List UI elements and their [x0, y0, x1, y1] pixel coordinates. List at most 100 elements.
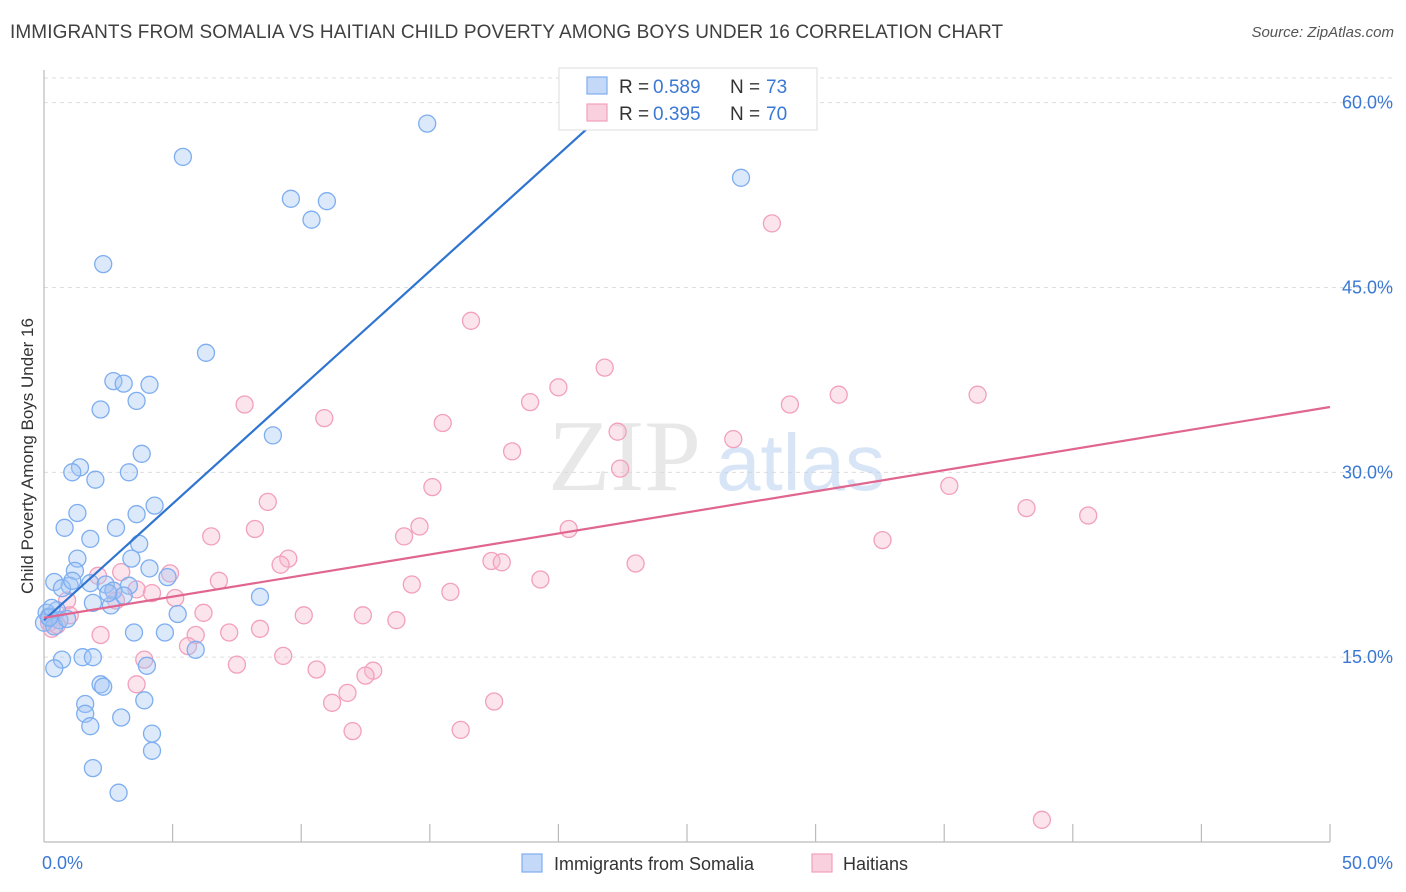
legend: R = 0.589 N = 73 R = 0.395 N = 70 [558, 67, 818, 131]
somalia-point [83, 593, 103, 613]
haitian-point [227, 655, 247, 674]
legend-r-value-haitians: 0.395 [653, 104, 701, 125]
somalia-point [317, 192, 337, 211]
y-tick-label: 45.0% [1342, 277, 1393, 297]
haitian-point [433, 413, 452, 433]
somalia-point [81, 717, 100, 736]
legend-n-value-somalia: 73 [766, 77, 787, 98]
haitian-trend-line [43, 405, 1331, 619]
haitian-point [274, 646, 293, 666]
legend-r-value-somalia: 0.589 [653, 77, 701, 98]
haitian-point [91, 625, 110, 645]
haitian-point [307, 660, 326, 679]
legend-n-label-somalia: N = [730, 77, 760, 98]
haitian-point [245, 519, 265, 539]
legend-swatch-haitians [586, 103, 608, 122]
axes [43, 70, 1331, 843]
somalia-point [55, 518, 74, 537]
somalia-point [94, 254, 113, 274]
y-axis-label: Child Poverty Among Boys Under 16 [18, 318, 37, 594]
somalia-point [81, 529, 100, 549]
somalia-point [45, 659, 64, 678]
haitian-point [608, 422, 627, 441]
somalia-point [91, 675, 110, 694]
haitian-point [112, 562, 131, 582]
haitian-point [520, 392, 540, 412]
somalia-point [83, 758, 103, 778]
somalia-point [137, 656, 157, 675]
haitian-point [1079, 506, 1098, 525]
somalia-point [281, 189, 301, 208]
haitian-point [451, 720, 470, 740]
somalia-point [196, 343, 216, 362]
somalia-point [142, 741, 162, 760]
watermark-atlas: atlas [716, 418, 885, 507]
somalia-point [250, 587, 270, 606]
somalia-point [63, 571, 82, 590]
gridlines [44, 77, 1392, 658]
haitian-point [343, 721, 362, 741]
somalia-point [140, 559, 159, 578]
somalia-point [76, 694, 95, 714]
legend-r-label-haitians: R = [619, 104, 649, 125]
data-points [34, 114, 1098, 829]
somalia-point [155, 623, 175, 642]
haitian-point [220, 623, 239, 642]
haitian-point [873, 530, 892, 550]
somalia-point [114, 374, 133, 393]
haitian-point [322, 693, 342, 712]
haitian-point [209, 571, 229, 590]
somalia-point [263, 426, 283, 445]
somalia-point [173, 147, 193, 167]
somalia-point [142, 724, 162, 743]
somalia-point [109, 783, 128, 802]
somalia-point [731, 168, 751, 187]
source-label: Source: ZipAtlas.com [1251, 24, 1394, 41]
haitian-point [271, 555, 290, 574]
haitian-point [968, 385, 987, 404]
legend-n-value-haitians: 70 [766, 104, 787, 125]
haitian-point [1032, 810, 1052, 829]
haitian-point [410, 517, 429, 536]
x-tick-label: 0.0% [42, 853, 83, 873]
haitian-point [1017, 498, 1036, 518]
somalia-point [127, 505, 146, 524]
y-tick-label: 60.0% [1342, 93, 1393, 113]
haitian-point [610, 459, 630, 478]
haitian-point [250, 619, 270, 638]
somalia-point [52, 579, 72, 598]
bottom-legend: Immigrants from Somalia Haitians [521, 853, 908, 874]
somalia-point [83, 648, 103, 667]
somalia-point [158, 567, 177, 587]
haitian-point [559, 519, 578, 539]
haitian-point [595, 358, 614, 377]
somalia-point [302, 210, 321, 229]
somalia-point [112, 708, 131, 727]
haitian-point [127, 675, 146, 694]
haitian-point [294, 606, 313, 625]
haitian-point [394, 527, 414, 546]
haitian-point [194, 603, 213, 622]
haitian-point [142, 583, 162, 603]
somalia-point [168, 604, 187, 624]
haitian-point [549, 378, 568, 397]
haitian-point [762, 214, 782, 233]
haitian-point [338, 683, 357, 703]
haitian-point [940, 476, 959, 496]
haitian-point [441, 582, 460, 602]
watermark-zip: ZIP [548, 400, 701, 513]
somalia-point [81, 574, 100, 593]
haitian-point [235, 395, 254, 414]
tick-labels: 15.0% 30.0% 45.0% 60.0% 0.0% 50.0% [42, 93, 1393, 873]
somalia-point [186, 640, 205, 659]
somalia-point [122, 549, 141, 568]
bottom-legend-label-haitians: Haitians [843, 854, 908, 874]
somalia-point [73, 648, 92, 667]
somalia-point [119, 463, 139, 482]
haitian-point [402, 575, 421, 594]
haitian-point [626, 554, 645, 573]
haitian-point [423, 477, 442, 497]
somalia-point [124, 623, 144, 642]
watermark: ZIP atlas [548, 400, 885, 513]
